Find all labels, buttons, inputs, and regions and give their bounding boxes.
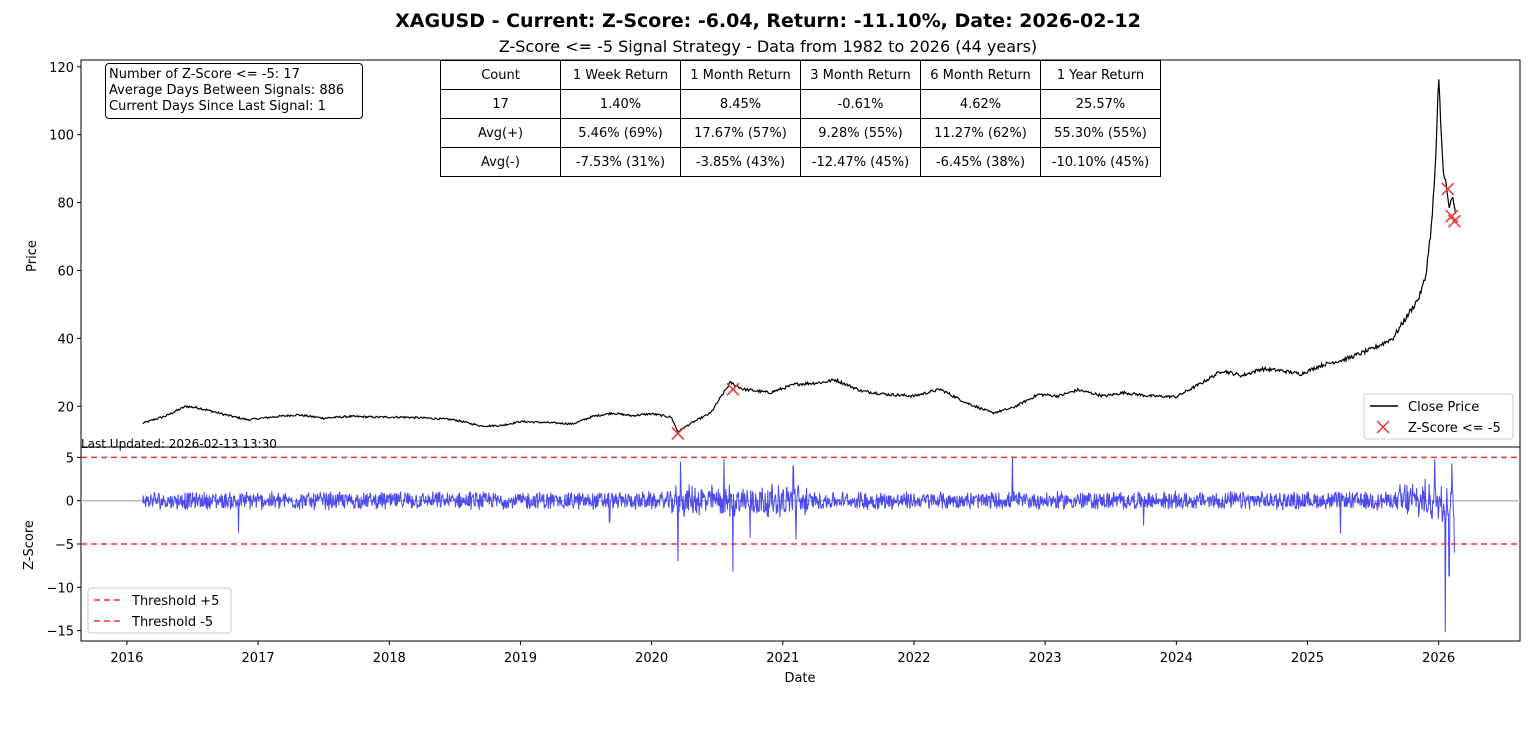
date-x-tick-label: 2017 [242, 651, 275, 666]
chart-subtitle: Z-Score <= -5 Signal Strategy - Data fro… [498, 37, 1038, 56]
price-legend: Close Price Z-Score <= -5 [1363, 393, 1514, 440]
date-x-tick-label: 2025 [1291, 651, 1324, 666]
date-x-tick-label: 2021 [766, 651, 799, 666]
table-header-row: Count 1 Week Return 1 Month Return 3 Mon… [440, 60, 1161, 90]
table-row: Avg(-) -7.53% (31%) -3.85% (43%) -12.47%… [440, 147, 1161, 177]
signal-marker [1441, 182, 1455, 196]
table-header-cell: 1 Month Return [680, 60, 801, 90]
zscore-legend-box [87, 587, 232, 634]
date-axis-label: Date [784, 671, 815, 686]
table-header-cell: Count [440, 60, 561, 90]
legend-signal-marker-swatch [1376, 420, 1390, 434]
price-y-tick-label: 80 [57, 197, 74, 212]
table-cell: 5.46% (69%) [560, 118, 681, 148]
table-cell: 11.27% (62%) [920, 118, 1041, 148]
table-header-cell: 1 Year Return [1040, 60, 1161, 90]
signal-marker [1447, 214, 1461, 228]
date-x-tick-label: 2019 [504, 651, 537, 666]
date-x-tick-label: 2016 [110, 651, 143, 666]
zscore-legend: Threshold +5 Threshold -5 [87, 587, 232, 634]
date-x-tick-label: 2018 [373, 651, 406, 666]
price-axis-label: Price [25, 240, 40, 272]
price-y-ticks: 20 40 60 80 100 120 [49, 61, 81, 415]
date-x-tick-label: 2024 [1160, 651, 1193, 666]
table-cell: -10.10% (45%) [1040, 147, 1161, 177]
table-cell: Avg(+) [440, 118, 561, 148]
price-y-tick-label: 60 [57, 264, 74, 279]
signal-marker [671, 426, 685, 440]
zscore-y-tick-label: −15 [47, 625, 74, 640]
table-row: 17 1.40% 8.45% -0.61% 4.62% 25.57% [440, 89, 1161, 119]
legend-threshold-plus-label: Threshold +5 [131, 594, 219, 609]
date-x-ticks: 2016 2017 2018 2019 2020 2021 2022 2023 2024 2025… [110, 641, 1455, 666]
chart-title: XAGUSD - Current: Z-Score: -6.04, Return… [395, 10, 1141, 32]
date-x-tick-label: 2026 [1422, 651, 1455, 666]
table-cell: 55.30% (55%) [1040, 118, 1161, 148]
legend-threshold-minus-label: Threshold -5 [131, 615, 213, 630]
price-legend-box [1363, 393, 1514, 440]
table-cell: Avg(-) [440, 147, 561, 177]
table-header-cell: 3 Month Return [800, 60, 921, 90]
date-x-tick-label: 2022 [897, 651, 930, 666]
price-y-tick-label: 120 [49, 61, 74, 76]
table-header-cell: 1 Week Return [560, 60, 681, 90]
price-y-tick-label: 20 [57, 400, 74, 415]
table-cell: 25.57% [1040, 89, 1161, 119]
price-y-tick-label: 40 [57, 332, 74, 347]
price-y-tick-label: 100 [49, 129, 74, 144]
zscore-axis-label: Z-Score [22, 520, 37, 570]
stats-days-since-signal: Current Days Since Last Signal: 1 [109, 99, 326, 114]
zscore-series-line [142, 457, 1455, 633]
zscore-y-ticks: −15 −10 −5 0 5 [47, 451, 81, 640]
signal-marker [726, 382, 740, 396]
zscore-y-tick-label: −5 [55, 538, 74, 553]
stats-average-days: Average Days Between Signals: 886 [109, 83, 345, 98]
date-x-tick-label: 2020 [635, 651, 668, 666]
date-x-tick-label: 2023 [1029, 651, 1062, 666]
table-cell: 17.67% (57%) [680, 118, 801, 148]
table-header-cell: 6 Month Return [920, 60, 1041, 90]
zscore-y-tick-label: 0 [66, 495, 74, 510]
table-cell: -3.85% (43%) [680, 147, 801, 177]
table-cell: -0.61% [800, 89, 921, 119]
legend-close-price-label: Close Price [1408, 400, 1479, 415]
table-cell: 17 [440, 89, 561, 119]
table-cell: -6.45% (38%) [920, 147, 1041, 177]
stats-signal-count: Number of Z-Score <= -5: 17 [109, 67, 300, 82]
signal-stats-box: Number of Z-Score <= -5: 17 Average Days… [105, 63, 363, 119]
signal-markers [671, 182, 1461, 440]
table-cell: -12.47% (45%) [800, 147, 921, 177]
table-cell: 9.28% (55%) [800, 118, 921, 148]
returns-table: Count 1 Week Return 1 Month Return 3 Mon… [440, 60, 1161, 177]
last-updated-text: Last Updated: 2026-02-13 13:30 [81, 437, 277, 451]
table-cell: 4.62% [920, 89, 1041, 119]
table-cell: -7.53% (31%) [560, 147, 681, 177]
table-cell: 8.45% [680, 89, 801, 119]
zscore-y-tick-label: 5 [66, 451, 74, 466]
zscore-y-tick-label: −10 [47, 581, 74, 596]
legend-signal-marker-label: Z-Score <= -5 [1408, 421, 1501, 436]
table-cell: 1.40% [560, 89, 681, 119]
close-price-line [142, 79, 1457, 433]
table-row: Avg(+) 5.46% (69%) 17.67% (57%) 9.28% (5… [440, 118, 1161, 148]
